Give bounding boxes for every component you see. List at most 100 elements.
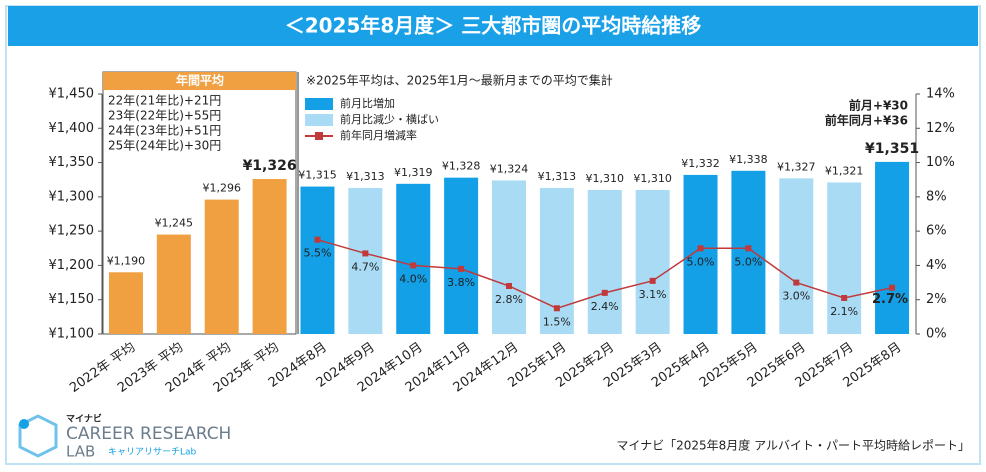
- bar: [731, 170, 766, 334]
- y-tick-label: ¥1,200: [49, 258, 95, 273]
- annual-box-title: 年間平均: [176, 73, 224, 88]
- line-point: [841, 295, 848, 301]
- bar: [587, 190, 622, 334]
- y2-tick-label: 14%: [926, 87, 955, 102]
- bar-value-label: ¥1,313: [346, 170, 385, 183]
- line-value-label: 2.4%: [591, 300, 619, 313]
- bar-value-label: ¥1,313: [538, 170, 577, 183]
- line-point: [410, 262, 417, 269]
- legend-swatch: [315, 132, 323, 140]
- y2-tick-label: 6%: [926, 224, 947, 239]
- bar: [348, 187, 383, 334]
- line-point: [889, 284, 896, 291]
- annual-box-line: 23年(22年比)+55円: [108, 109, 221, 123]
- bar-value-label: ¥1,315: [298, 169, 337, 182]
- line-value-label: 1.5%: [543, 315, 571, 328]
- bar: [108, 272, 143, 334]
- line-point: [745, 245, 752, 252]
- y2-tick-label: 8%: [926, 189, 947, 204]
- logo-icon: [18, 414, 58, 458]
- bar: [779, 178, 814, 334]
- title-bar: [8, 6, 978, 46]
- logo-dot: [19, 419, 29, 429]
- bar: [683, 174, 718, 334]
- line-point: [506, 283, 512, 289]
- summary: 前月+¥30: [849, 98, 908, 113]
- y-tick-label: ¥1,400: [49, 121, 95, 136]
- summary: 前年同月+¥36: [825, 113, 908, 128]
- legend-label: 前月比減少・横ばい: [340, 112, 439, 126]
- bar-value-label: ¥1,310: [586, 172, 625, 185]
- bar-value-label: ¥1,296: [202, 182, 241, 195]
- bar-value-label: ¥1,327: [777, 160, 816, 173]
- y-tick-label: ¥1,450: [49, 87, 95, 102]
- bar: [252, 179, 287, 334]
- line-point: [314, 236, 321, 243]
- line-value-label: 2.7%: [872, 292, 908, 307]
- line-value-label: 2.8%: [495, 293, 523, 306]
- line-value-label: 3.1%: [639, 288, 667, 301]
- bar-value-label: ¥1,328: [442, 160, 481, 173]
- legend-label: 前年同月増減率: [340, 128, 417, 142]
- bar-value-label: ¥1,321: [825, 164, 864, 177]
- line-point: [458, 265, 465, 272]
- bar: [156, 234, 191, 334]
- y2-tick-label: 0%: [926, 327, 947, 342]
- y2-tick-label: 10%: [926, 155, 955, 170]
- y2-tick-label: 12%: [926, 121, 955, 136]
- bar-value-label: ¥1,332: [681, 157, 720, 170]
- bar: [827, 182, 862, 334]
- annual-box-header: [103, 72, 296, 90]
- logo-lab: LAB: [66, 443, 95, 461]
- bar-value-label: ¥1,326: [243, 158, 297, 174]
- annual-box-line: 24年(23年比)+51円: [108, 124, 221, 138]
- line-value-label: 4.0%: [399, 272, 427, 285]
- y-tick-label: ¥1,250: [49, 224, 95, 239]
- line-value-label: 5.0%: [687, 255, 715, 268]
- line-value-label: 4.7%: [351, 260, 379, 273]
- y2-tick-label: 2%: [926, 292, 947, 307]
- line-value-label: 3.8%: [447, 276, 475, 289]
- bar-value-label: ¥1,338: [729, 153, 768, 166]
- note: ※2025年平均は、2025年1月～最新月までの平均で集計: [306, 73, 613, 88]
- bar: [300, 186, 335, 334]
- bar: [875, 161, 910, 334]
- line-point: [697, 245, 704, 252]
- bar-value-label: ¥1,324: [490, 162, 529, 175]
- line-value-label: 2.1%: [830, 305, 858, 318]
- y2-tick-label: 4%: [926, 258, 947, 273]
- logo-sub: キャリアリサーチLab: [108, 447, 197, 458]
- legend-label: 前月比増加: [340, 96, 395, 110]
- annual-box-line: 22年(21年比)+21円: [108, 94, 221, 108]
- line-point: [553, 305, 560, 312]
- logo: マイナビ CAREER RESEARCH LAB キャリアリサーチLab: [18, 413, 231, 461]
- bar-value-label: ¥1,319: [394, 166, 433, 179]
- legend-swatch: [305, 98, 333, 110]
- legend-swatch: [305, 114, 333, 126]
- source: マイナビ「2025年8月度 アルバイト・パート平均時給レポート」: [616, 438, 970, 453]
- line-value-label: 5.0%: [734, 255, 762, 268]
- bar: [539, 187, 574, 334]
- y-tick-label: ¥1,150: [49, 292, 95, 307]
- y-tick-label: ¥1,100: [49, 327, 95, 342]
- line-point: [362, 250, 369, 257]
- y-tick-label: ¥1,350: [49, 155, 95, 170]
- bar-value-label: ¥1,310: [633, 172, 672, 185]
- bar-value-label: ¥1,351: [865, 141, 919, 157]
- line-value-label: 3.0%: [782, 290, 810, 303]
- logo-brand: マイナビ: [66, 413, 102, 425]
- line-point: [649, 277, 656, 284]
- bar-value-label: ¥1,245: [155, 217, 194, 230]
- logo-name: CAREER RESEARCH: [66, 424, 231, 444]
- line-point: [601, 289, 608, 296]
- bar-value-label: ¥1,190: [107, 254, 146, 267]
- annual-box-line: 25年(24年比)+30円: [108, 139, 221, 153]
- y-tick-label: ¥1,300: [49, 189, 95, 204]
- bar: [492, 180, 526, 334]
- bar: [396, 183, 431, 334]
- line-value-label: 5.5%: [303, 247, 331, 260]
- line-point: [793, 279, 800, 286]
- bar: [204, 199, 239, 334]
- bar: [444, 177, 479, 334]
